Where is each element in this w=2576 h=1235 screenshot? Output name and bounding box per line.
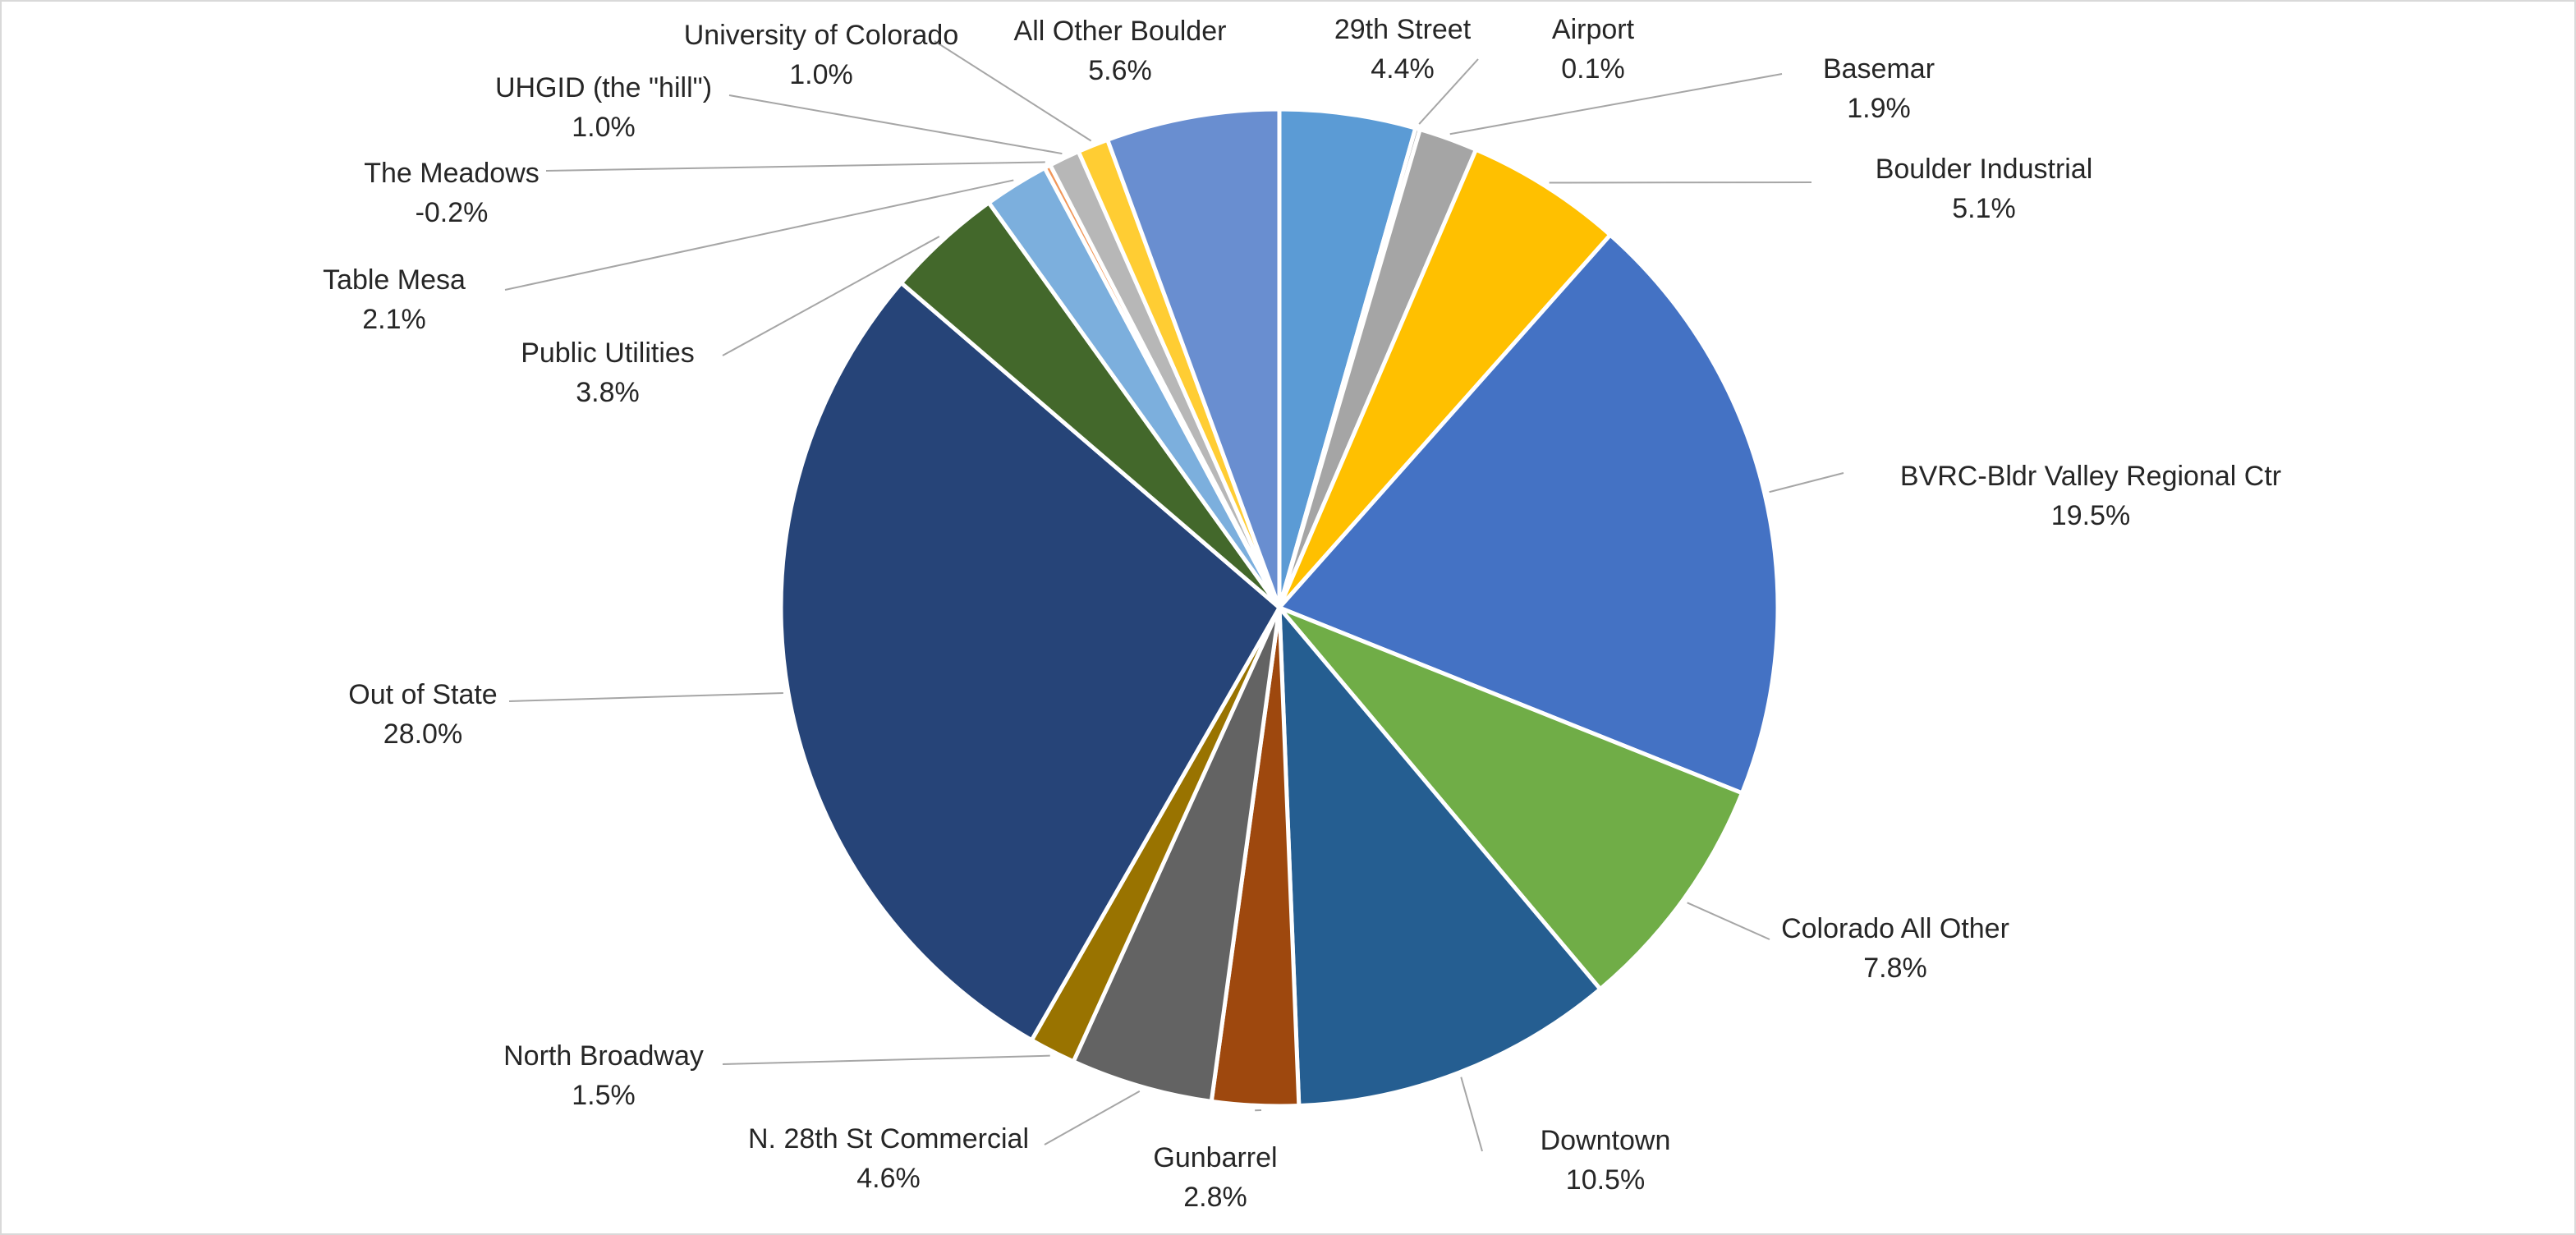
slice-percent-label: 0.1% xyxy=(1561,53,1625,85)
slice-name-label: Table Mesa xyxy=(323,264,466,296)
slice-percent-label: 3.8% xyxy=(576,377,640,408)
slice-name-label: Airport xyxy=(1552,14,1635,45)
slice-name-label: UHGID (the "hill") xyxy=(495,72,712,103)
slices-layer xyxy=(778,107,1780,1109)
slice-name-label: N. 28th St Commercial xyxy=(748,1123,1029,1155)
leader-line xyxy=(508,692,783,702)
leader-line xyxy=(728,94,1063,155)
slice-name-label: Basemar xyxy=(1823,53,1935,85)
slice-percent-label: 19.5% xyxy=(2051,500,2130,531)
slice-percent-label: -0.2% xyxy=(416,197,489,228)
slice-percent-label: 4.6% xyxy=(856,1163,921,1194)
leader-lines-layer xyxy=(504,40,1844,1152)
leader-line xyxy=(1418,58,1479,125)
slice-percent-label: 7.8% xyxy=(1863,953,1927,984)
leader-line xyxy=(1687,902,1770,940)
slice-name-label: Downtown xyxy=(1541,1125,1671,1156)
leader-line xyxy=(1769,472,1844,494)
slice-name-label: All Other Boulder xyxy=(1014,16,1227,47)
pie-slice xyxy=(1105,107,1282,610)
pie-slice xyxy=(778,281,1282,1043)
leader-line xyxy=(1460,1077,1483,1152)
pie-slice xyxy=(1277,605,1744,992)
slice-name-label: Boulder Industrial xyxy=(1876,154,2093,185)
slice-name-label: Out of State xyxy=(348,679,497,710)
pie-slice xyxy=(1277,147,1613,610)
slice-name-label: Public Utilities xyxy=(521,337,695,369)
slice-percent-label: 1.9% xyxy=(1847,93,1911,124)
slice-percent-label: 4.4% xyxy=(1371,53,1435,85)
leader-line xyxy=(1044,1090,1141,1145)
slice-percent-label: 1.0% xyxy=(572,112,636,143)
slice-name-label: Gunbarrel xyxy=(1153,1142,1277,1173)
slice-name-label: University of Colorado xyxy=(684,20,958,51)
leader-line xyxy=(545,161,1045,172)
slice-percent-label: 5.1% xyxy=(1952,193,2016,224)
labels-layer: 29th Street 4.4% Airport 0.1% Basemar 1.9% Bou… xyxy=(323,14,2281,1213)
slice-name-label: The Meadows xyxy=(364,158,540,189)
leader-line xyxy=(722,236,940,356)
leader-line xyxy=(1449,73,1783,135)
slice-percent-label: 2.1% xyxy=(362,304,426,335)
slice-percent-label: 1.0% xyxy=(789,59,853,90)
slice-name-label: North Broadway xyxy=(503,1040,704,1072)
pie-slice xyxy=(1277,605,1603,1109)
slice-name-label: BVRC-Bldr Valley Regional Ctr xyxy=(1900,461,2281,492)
pie-slice xyxy=(1071,605,1282,1104)
leader-line xyxy=(934,40,1092,142)
slice-percent-label: 2.8% xyxy=(1183,1182,1247,1213)
slice-percent-label: 1.5% xyxy=(572,1080,636,1111)
leader-line xyxy=(504,179,1014,291)
leader-line xyxy=(1549,181,1812,184)
leader-line xyxy=(722,1054,1050,1065)
slice-name-label: Colorado All Other xyxy=(1781,913,2009,944)
slice-percent-label: 10.5% xyxy=(1566,1164,1645,1196)
slice-name-label: 29th Street xyxy=(1334,14,1472,45)
pie-slice xyxy=(1277,232,1780,796)
slice-percent-label: 5.6% xyxy=(1088,55,1152,86)
slice-percent-label: 28.0% xyxy=(383,719,462,750)
